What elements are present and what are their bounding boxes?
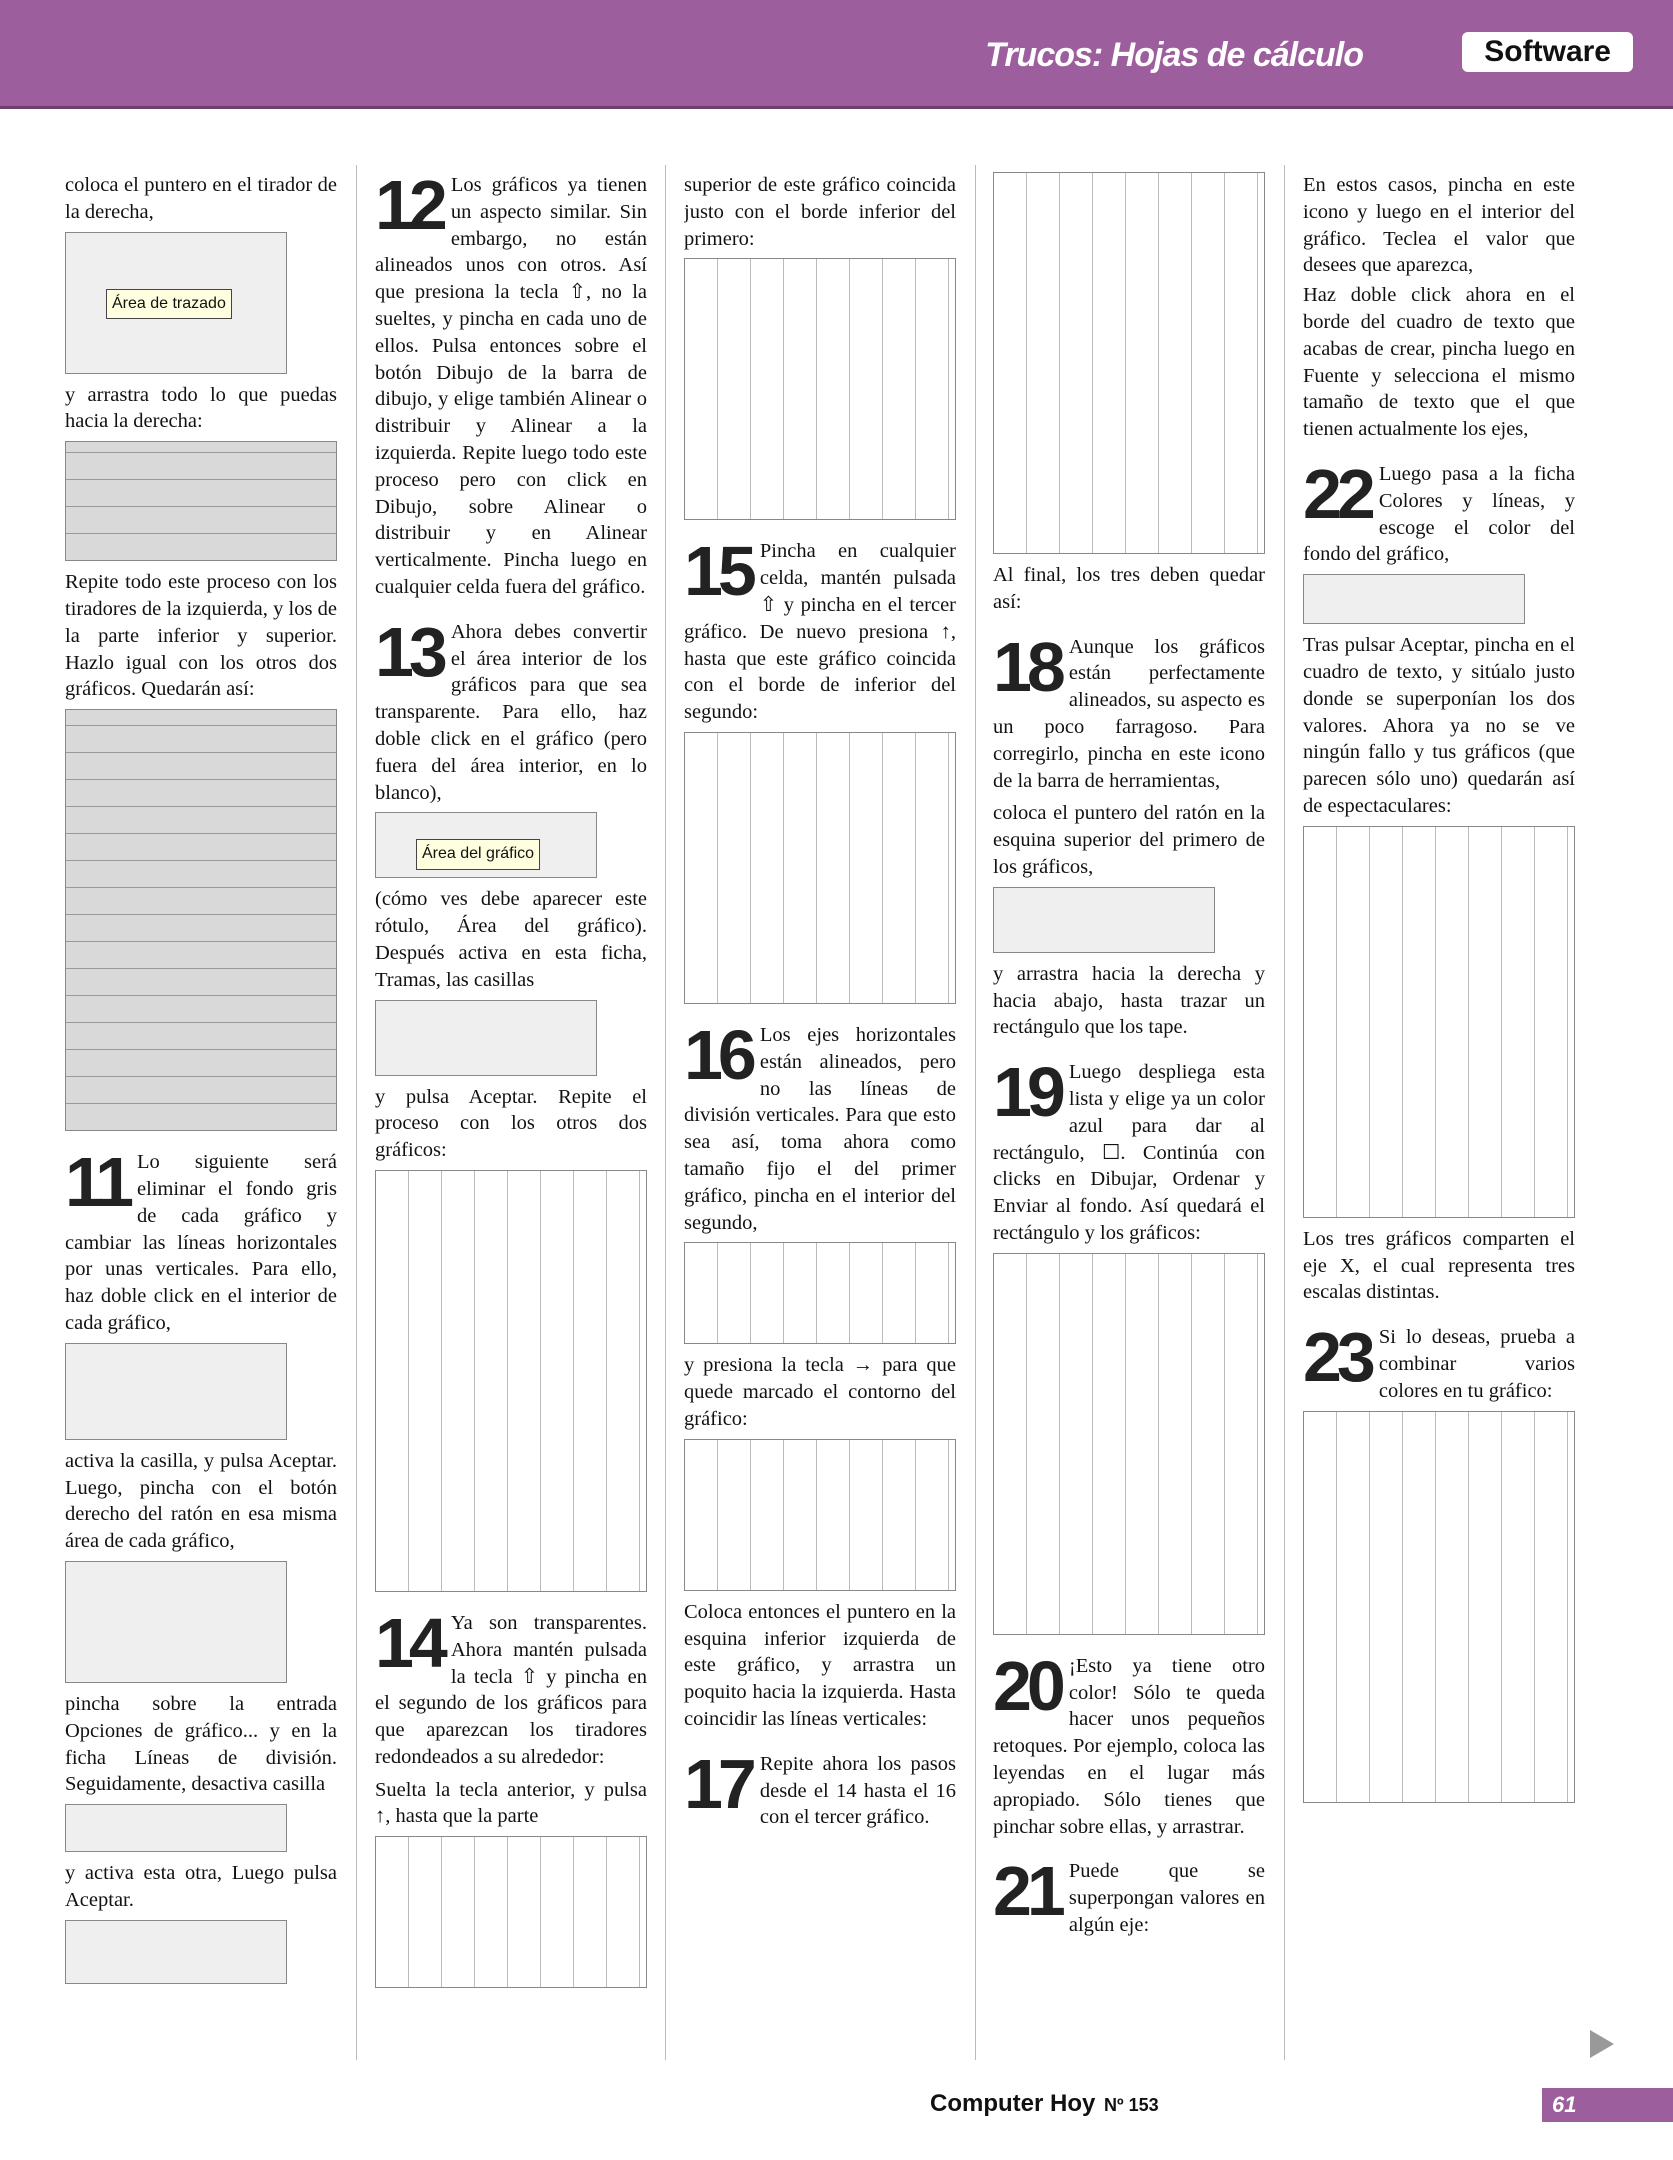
step-number: 20 <box>993 1652 1066 1725</box>
paragraph: Repite todo este proceso con los tirador… <box>65 571 337 701</box>
paragraph: y arrastra todo lo que puedas hacia la d… <box>65 383 337 433</box>
section-title: Trucos: Hojas de cálculo <box>985 36 1364 74</box>
column: 12 Los gráficos ya tienen un aspecto simi… <box>375 172 647 2062</box>
screenshot <box>993 886 1215 953</box>
step: 11 Lo siguiente será eliminar el fondo gr… <box>65 1149 337 1337</box>
next-arrow <box>1590 2030 1614 2058</box>
screenshot <box>65 1560 287 1683</box>
column-rule <box>1284 165 1285 2060</box>
column-rule <box>665 165 666 2060</box>
step-number: 12 <box>375 172 448 244</box>
step: 14 Ya son transparentes. Ahora mantén pul… <box>375 1610 647 1771</box>
brand: Computer Hoy <box>930 2090 1096 2117</box>
screenshot <box>1303 825 1575 1218</box>
paragraph: y presiona la tecla → para que quede mar… <box>684 1354 956 1430</box>
paragraph: En estos casos, pincha en este icono y l… <box>1303 174 1575 277</box>
text: Si lo deseas, prueba a combinar varios c… <box>1378 1326 1575 1402</box>
step: 22 Luego pasa a la ficha Colores y líneas… <box>1303 461 1575 568</box>
paragraph: activa la casilla, y pulsa Aceptar. Lueg… <box>65 1449 337 1553</box>
figure-label: Área del gráfico <box>416 838 541 870</box>
text: Repite ahora los pasos desde el 14 hasta… <box>759 1752 956 1829</box>
step-number: 21 <box>993 1858 1066 1931</box>
screenshot <box>65 441 337 562</box>
paragraph: Coloca entonces el puntero en la esquina… <box>684 1600 956 1730</box>
screenshot <box>1303 574 1525 625</box>
paragraph: Haz doble click ahora en el borde del cu… <box>1303 284 1575 441</box>
column: superior de este gráfico coincida justo … <box>684 172 956 2062</box>
screenshot <box>684 258 956 521</box>
text: Luego despliega esta lista y elige ya un… <box>993 1061 1265 1244</box>
step: 18 Aunque los gráficos están perfectament… <box>993 634 1265 795</box>
paragraph: superior de este gráfico coincida justo … <box>684 174 956 250</box>
step: 12 Los gráficos ya tienen un aspecto simi… <box>375 172 647 601</box>
section-tag: Software <box>1462 32 1633 72</box>
paragraph: Los tres gráficos comparten el eje X, el… <box>1303 1227 1575 1304</box>
screenshot <box>684 1438 956 1591</box>
screenshot <box>684 731 956 1004</box>
step: 13 Ahora debes convertir el área interior… <box>375 619 647 807</box>
issue: Nº 153 <box>1104 2095 1159 2115</box>
text: Ya son transparentes. Ahora mantén pulsa… <box>375 1611 647 1768</box>
step: 20 ¡Esto ya tiene otro color! Sólo te que… <box>993 1653 1265 1841</box>
step-number: 15 <box>684 538 757 611</box>
column-rule <box>356 165 357 2060</box>
text: Pincha en cualquier celda, mantén pulsad… <box>684 540 956 724</box>
screenshot <box>65 1919 287 1984</box>
step: 17 Repite ahora los pasos desde el 14 has… <box>684 1751 956 1831</box>
paragraph: (cómo ves debe aparecer este rótulo, Áre… <box>375 888 647 991</box>
step-number: 17 <box>684 1750 757 1823</box>
step-number: 22 <box>1303 460 1376 533</box>
paragraph: y pulsa Aceptar. Repite el proceso con l… <box>375 1085 647 1162</box>
screenshot: Área del gráfico <box>375 812 597 879</box>
paragraph: coloca el puntero del ratón en la esquin… <box>993 802 1265 878</box>
step-number: 16 <box>684 1021 757 1094</box>
step-number: 13 <box>375 618 448 691</box>
step-number: 23 <box>1303 1324 1376 1397</box>
paragraph: Al final, los tres deben quedar así: <box>993 564 1265 613</box>
screenshot <box>993 1252 1265 1635</box>
column-rule <box>975 165 976 2060</box>
screenshot <box>375 999 597 1076</box>
step-number: 19 <box>993 1059 1066 1132</box>
screenshot <box>65 1342 287 1440</box>
screenshot <box>993 172 1265 554</box>
column: coloca el puntero en el tirador de la de… <box>65 172 337 2062</box>
screenshot <box>1303 1410 1575 1803</box>
paragraph: coloca el puntero en el tirador de la de… <box>65 174 337 223</box>
page-number: 61 <box>1542 2088 1673 2122</box>
text: Ahora debes convertir el área interior d… <box>375 620 647 804</box>
step: 15 Pincha en cualquier celda, mantén puls… <box>684 538 956 726</box>
text: Lo siguiente será eliminar el fondo gris… <box>65 1151 337 1334</box>
screenshot <box>375 1836 647 1989</box>
text: Luego pasa a la ficha Colores y líneas, … <box>1303 462 1575 566</box>
step: 21 Puede que se superpongan valores en al… <box>993 1858 1265 1938</box>
screenshot: Área de trazado <box>65 231 287 374</box>
screenshot <box>65 709 337 1132</box>
paragraph: pincha sobre la entrada Opciones de gráf… <box>65 1692 337 1796</box>
column: Al final, los tres deben quedar así: 18 A… <box>993 172 1265 2062</box>
text: ¡Esto ya tiene otro color! Sólo te queda… <box>993 1654 1265 1838</box>
paragraph: y activa esta otra, Luego pulsa Aceptar. <box>65 1862 337 1911</box>
step-number: 11 <box>65 1149 134 1222</box>
step: 23 Si lo deseas, prueba a combinar varios… <box>1303 1324 1575 1404</box>
screenshot <box>65 1804 287 1853</box>
text: Aunque los gráficos están perfectamente … <box>993 635 1265 792</box>
text: Los gráficos ya tienen un aspecto simila… <box>375 174 647 598</box>
figure-label: Área de trazado <box>106 288 232 320</box>
paragraph: Tras pulsar Aceptar, pincha en el cuadro… <box>1303 634 1575 817</box>
column: En estos casos, pincha en este icono y l… <box>1303 172 1575 2062</box>
step: 16 Los ejes horizontales están alineados,… <box>684 1022 956 1236</box>
text: Puede que se superpongan valores en algú… <box>1068 1860 1265 1936</box>
step-number: 14 <box>375 1609 448 1682</box>
paragraph: Suelta la tecla anterior, y pulsa ↑, has… <box>375 1778 647 1828</box>
screenshot <box>684 1242 956 1345</box>
text: Los ejes horizontales están alineados, p… <box>684 1023 956 1234</box>
header-band: Trucos: Hojas de cálculo Software <box>0 0 1673 109</box>
screenshot <box>375 1169 647 1592</box>
step-number: 18 <box>993 633 1066 706</box>
paragraph: y arrastra hacia la derecha y hacia abaj… <box>993 962 1265 1039</box>
step: 19 Luego despliega esta lista y elige ya … <box>993 1059 1265 1247</box>
